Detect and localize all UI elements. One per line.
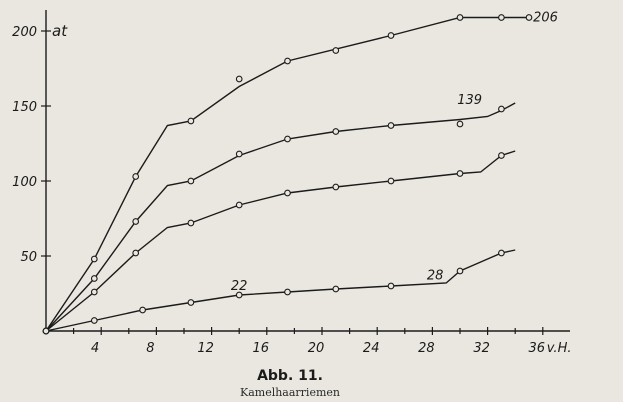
x-tick-label: 16 <box>253 341 270 356</box>
data-point <box>284 288 291 296</box>
annotation-label: 22 <box>231 279 248 294</box>
data-point <box>332 285 340 293</box>
x-tick-label: 20 <box>308 341 325 356</box>
x-tick-label: 32 <box>473 341 490 356</box>
data-point <box>235 291 243 299</box>
series-line-1 <box>45 16 529 332</box>
data-point <box>90 275 98 282</box>
data-point <box>332 128 340 135</box>
data-point <box>456 120 464 128</box>
data-point <box>139 306 146 314</box>
data-point <box>498 14 505 21</box>
y-tick-label: 100 <box>12 175 37 190</box>
data-point <box>187 299 195 306</box>
annotation-label: 28 <box>427 269 444 284</box>
y-tick-label: 50 <box>20 250 37 265</box>
data-point <box>456 267 464 275</box>
figure-caption: Kamelhaarriemen <box>239 386 340 399</box>
y-tick-label: 200 <box>12 25 37 40</box>
data-point <box>235 201 243 209</box>
data-point <box>284 189 291 197</box>
data-point <box>187 177 195 185</box>
data-point <box>498 105 505 113</box>
x-tick-label: 28 <box>418 341 435 356</box>
data-point <box>284 135 291 143</box>
annotation-label: 139 <box>457 93 482 108</box>
data-point <box>387 282 395 290</box>
data-point <box>90 255 98 263</box>
data-point <box>387 32 395 39</box>
x-tick-label: 24 <box>363 341 380 356</box>
data-point <box>525 14 533 21</box>
data-point <box>284 57 291 65</box>
y-tick-label: 150 <box>12 100 37 115</box>
data-point <box>235 75 243 83</box>
data-point <box>498 152 505 159</box>
x-tick-label: 36 <box>529 341 546 356</box>
data-point <box>332 47 340 54</box>
x-tick-label: 12 <box>197 341 214 356</box>
data-point <box>456 170 464 177</box>
series-line-4 <box>45 249 516 332</box>
data-point <box>332 183 340 191</box>
series-line-2 <box>45 102 516 332</box>
data-point <box>187 117 195 125</box>
data-point <box>498 249 505 257</box>
data-point <box>387 122 395 129</box>
data-point <box>132 218 140 225</box>
x-tick-label: 8 <box>146 341 154 356</box>
data-point <box>90 288 98 296</box>
annotation-label: 206 <box>533 11 558 26</box>
y-axis-label: at <box>52 22 68 40</box>
data-point <box>235 150 243 158</box>
data-point <box>387 177 395 185</box>
figure-title: Abb. 11. <box>257 368 323 384</box>
data-point <box>456 14 464 21</box>
data-point <box>132 249 140 257</box>
data-point <box>42 327 50 335</box>
x-axis-label: v.H. <box>547 341 572 356</box>
data-point <box>132 173 140 180</box>
x-tick-label: 4 <box>91 341 99 356</box>
data-point <box>187 219 195 227</box>
series-line-3 <box>45 150 516 332</box>
data-point <box>90 317 98 324</box>
